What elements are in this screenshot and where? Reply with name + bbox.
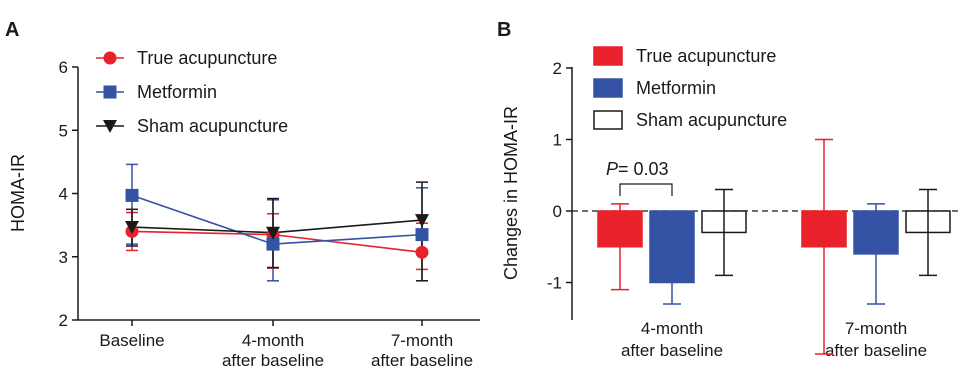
panel-a-x-tick-label: after baseline [222, 351, 324, 368]
p-value-label: P= 0.03 [606, 159, 669, 179]
panel-a-x-tick-label: after baseline [371, 351, 473, 368]
panel-b-x-tick-label: 4-month [641, 319, 703, 338]
panel-a-legend: True acupuncture Metformin Sham acupunctur… [96, 48, 288, 136]
panel-a-y-title: HOMA-IR [8, 154, 28, 232]
data-point [125, 221, 139, 235]
data-point [415, 228, 429, 242]
panel-a-y-tick-label: 2 [59, 311, 68, 330]
panel-a-y-tick-label: 6 [59, 58, 68, 77]
data-point [266, 226, 280, 240]
panel-b-y-tick-label: 2 [553, 59, 562, 78]
panel-b-y-title: Changes in HOMA-IR [501, 106, 521, 280]
panel-b-legend: True acupuncture Metformin Sham acupunctur… [593, 46, 787, 130]
panel-a-y-tick-label: 3 [59, 248, 68, 267]
legend-marker [103, 85, 117, 99]
panel-b-x-tick-label: 7-month [845, 319, 907, 338]
data-point [415, 214, 429, 228]
panel-a-x-tick-label: 4-month [242, 331, 304, 350]
legend-swatch [593, 110, 623, 130]
legend-label: Metformin [636, 78, 716, 98]
legend-label: Sham acupuncture [137, 116, 288, 136]
panel-a-label: A [5, 19, 19, 41]
legend-label: Metformin [137, 82, 217, 102]
panel-a-y-tick-label: 5 [59, 121, 68, 140]
legend-swatch [593, 78, 623, 98]
data-point [415, 245, 429, 259]
panel-b-x-tick-label: after baseline [621, 341, 723, 360]
significance-bracket [619, 183, 673, 196]
panel-a-x-tick-label: 7-month [391, 331, 453, 350]
legend-label: True acupuncture [137, 48, 277, 68]
data-point [266, 237, 280, 251]
panel-b-chart: Changes in HOMA-IR -1 0 1 2 4-month after bas… [501, 46, 962, 360]
panel-b-y-tick-label: -1 [547, 274, 562, 293]
legend-marker [103, 51, 117, 65]
legend-marker [103, 120, 117, 133]
panel-b-x-tick-label: after baseline [825, 341, 927, 360]
p-value-annotation: P= 0.03 [606, 159, 673, 196]
panel-b-y-tick-label: 0 [553, 202, 562, 221]
panel-b-y-tick-label: 1 [553, 131, 562, 150]
legend-label: Sham acupuncture [636, 110, 787, 130]
data-point [125, 188, 139, 202]
panel-a-x-tick-label: Baseline [99, 331, 164, 350]
panel-b-label: B [497, 19, 511, 41]
legend-label: True acupuncture [636, 46, 776, 66]
panel-a-y-tick-label: 4 [59, 185, 68, 204]
legend-swatch [593, 46, 623, 66]
